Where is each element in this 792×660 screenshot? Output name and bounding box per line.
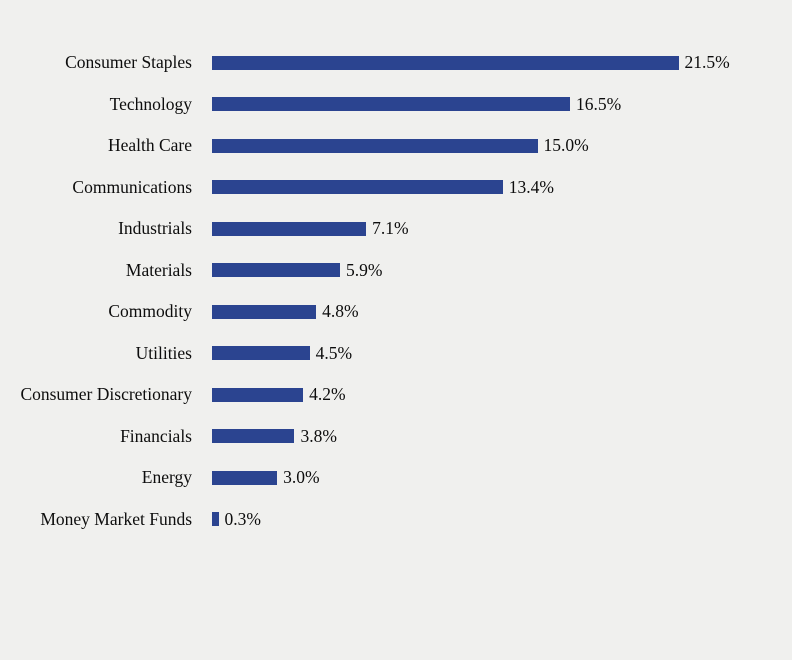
category-label: Commodity (108, 301, 192, 321)
sector-allocation-chart: Consumer Staples 21.5% Technology 16.5% … (0, 42, 792, 541)
category-label: Energy (141, 467, 192, 487)
bar (212, 97, 571, 112)
bar-area: 5.9% (212, 259, 383, 280)
bar (212, 221, 367, 236)
value-label: 7.1% (372, 218, 409, 238)
bar-area: 0.3% (212, 508, 261, 529)
value-label: 13.4% (508, 176, 554, 197)
value-label: 3.8% (300, 425, 337, 446)
category-label: Communications (72, 176, 192, 197)
bar-area: 7.1% (212, 218, 409, 238)
value-label: 16.5% (576, 93, 622, 114)
bar (212, 387, 304, 402)
bar-area: 16.5% (212, 93, 622, 114)
value-label: 5.9% (346, 259, 383, 280)
bar-row: Money Market Funds 0.3% (0, 499, 792, 541)
bar-area: 15.0% (212, 135, 589, 155)
category-label: Health Care (107, 135, 192, 155)
value-label: 4.5% (315, 342, 353, 363)
bar (212, 470, 278, 485)
value-label: 4.2% (309, 384, 346, 404)
bar-row: Energy 3.0% (0, 457, 792, 499)
category-label: Industrials (118, 218, 192, 238)
value-label: 15.0% (543, 135, 589, 155)
bar-area: 3.0% (212, 467, 320, 487)
bar-row: Financials 3.8% (0, 416, 792, 458)
bar-row: Communications 13.4% (0, 167, 792, 209)
category-label: Financials (120, 425, 192, 446)
bar (212, 263, 341, 278)
value-label: 0.3% (224, 508, 261, 529)
bar-row: Utilities 4.5% (0, 333, 792, 375)
bar-row: Materials 5.9% (0, 250, 792, 292)
bar-area: 4.2% (212, 384, 346, 404)
bar-row: Industrials 7.1% (0, 208, 792, 250)
bar-row: Consumer Discretionary 4.2% (0, 374, 792, 416)
bar-row: Commodity 4.8% (0, 291, 792, 333)
category-label: Materials (125, 259, 192, 280)
bar (212, 512, 219, 527)
bar-area: 13.4% (212, 176, 554, 197)
bar (212, 429, 295, 444)
category-label: Consumer Staples (65, 52, 192, 72)
value-label: 21.5% (684, 52, 730, 72)
bar-row: Technology 16.5% (0, 84, 792, 126)
bar-area: 3.8% (212, 425, 337, 446)
bar (212, 180, 503, 195)
category-label: Consumer Discretionary (20, 384, 192, 404)
value-label: 4.8% (322, 301, 359, 321)
bar (212, 138, 538, 153)
value-label: 3.0% (283, 467, 320, 487)
bar-row: Consumer Staples 21.5% (0, 42, 792, 84)
bar-area: 21.5% (212, 52, 730, 72)
bar-area: 4.5% (212, 342, 353, 363)
category-label: Technology (109, 93, 192, 114)
category-label: Money Market Funds (40, 508, 192, 529)
bar (212, 55, 679, 70)
bar-row: Health Care 15.0% (0, 125, 792, 167)
bar-area: 4.8% (212, 301, 359, 321)
bar (212, 304, 317, 319)
category-label: Utilities (135, 342, 192, 363)
bar (212, 346, 310, 361)
